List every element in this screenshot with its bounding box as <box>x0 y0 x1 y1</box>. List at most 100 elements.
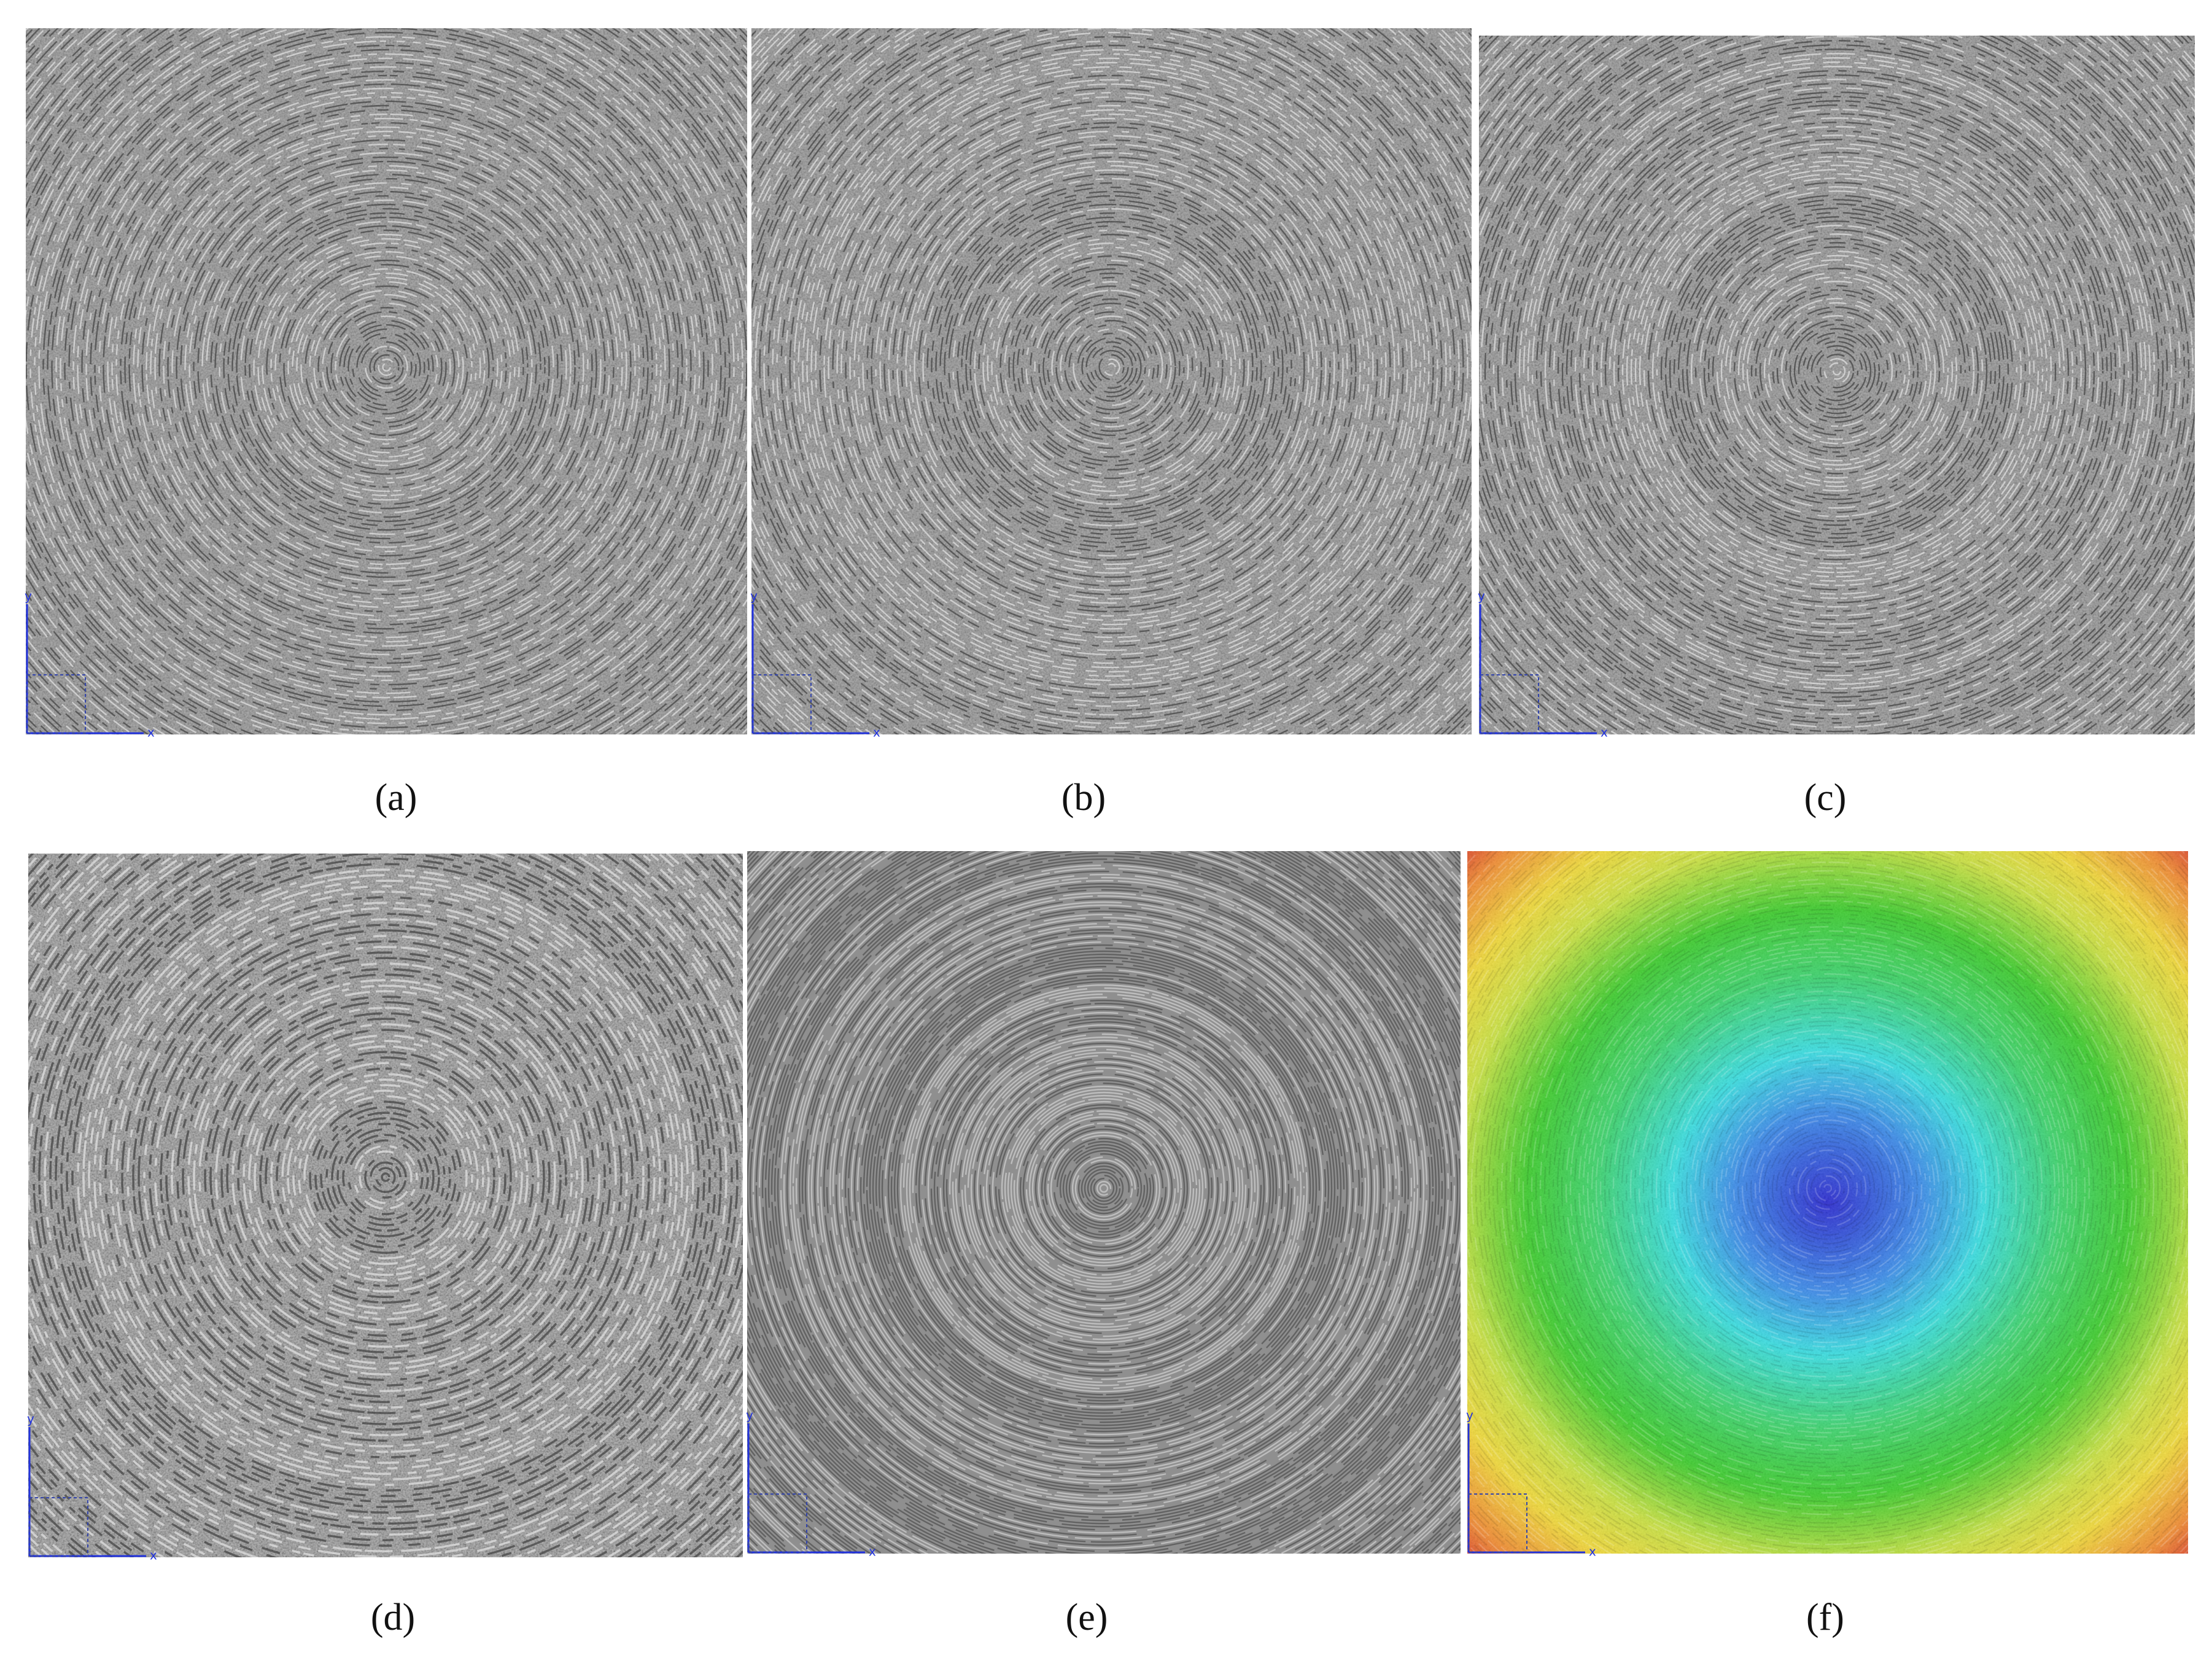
axis-box <box>29 1497 88 1557</box>
flow-streak <box>330 311 443 424</box>
flow-streak <box>121 913 650 1442</box>
flow-streak <box>1609 143 2065 599</box>
flow-streak <box>1801 1162 1854 1215</box>
flow-streak <box>292 272 481 462</box>
flow-streak <box>146 126 627 609</box>
flow-streak <box>987 242 1236 492</box>
lic-panel <box>1467 851 2188 1554</box>
flow-streak <box>1041 1125 1167 1251</box>
axis-x-label: x <box>1601 725 1608 740</box>
axis-y-label: y <box>1478 589 1485 604</box>
flow-streak <box>1711 1072 1944 1305</box>
lic-panel <box>751 28 1472 734</box>
flow-streak <box>1523 57 2151 685</box>
flow-streak <box>1716 251 1958 492</box>
flow-streak <box>1008 263 1215 471</box>
flow-streak <box>254 1045 518 1309</box>
flow-streak <box>259 1051 512 1304</box>
flow-streak <box>1098 354 1125 381</box>
flow-streak <box>1004 259 1219 475</box>
flow-streak <box>974 229 1249 505</box>
flow-streak <box>944 199 1279 535</box>
flow-streak <box>1608 968 2047 1408</box>
flow-streak <box>198 990 573 1364</box>
flow-streak <box>991 246 1232 488</box>
flow-streak <box>1596 130 2078 612</box>
flow-streak <box>970 1054 1238 1322</box>
flow-streak <box>1639 173 2035 569</box>
flow-streak <box>322 302 451 432</box>
flow-streak <box>826 910 1382 1466</box>
flow-streak <box>1655 1016 2000 1361</box>
axis-box <box>748 1493 807 1553</box>
flow-streak <box>961 1045 1247 1331</box>
flow-streak <box>1081 337 1142 398</box>
flow-streak <box>1010 1094 1198 1282</box>
flow-streak <box>1673 208 2001 535</box>
flow-streak <box>955 1039 1253 1337</box>
flow-streak <box>914 169 1310 566</box>
flow-streak <box>1505 40 2168 703</box>
flow-streak <box>182 973 589 1381</box>
flow-streak <box>193 984 578 1370</box>
flow-streak <box>1643 177 2031 565</box>
flow-streak <box>952 208 1271 527</box>
flow-streak <box>1514 49 2160 694</box>
flow-streak <box>881 965 1327 1411</box>
flow-streak <box>72 53 700 682</box>
flow-streak <box>1595 955 2060 1421</box>
flow-streak <box>1574 109 2100 634</box>
flow-streak <box>1042 298 1181 437</box>
flow-streak <box>1768 302 1906 440</box>
flow-streak <box>921 1005 1287 1371</box>
flow-streak <box>382 362 391 372</box>
flow-streak <box>1539 900 2116 1477</box>
axis-y-label: y <box>25 589 32 604</box>
flow-streak <box>143 935 628 1420</box>
axis-y-label: y <box>27 1412 34 1426</box>
flow-streak <box>82 874 689 1481</box>
flow-streak <box>988 1073 1219 1304</box>
flow-streak <box>1050 1134 1158 1242</box>
flow-streak <box>1828 362 1846 380</box>
flow-streak <box>879 134 1344 600</box>
flow-streak <box>1492 852 2163 1524</box>
flow-streak <box>1664 1024 1992 1352</box>
flow-streak <box>1586 947 2069 1430</box>
flow-streak <box>309 1100 462 1254</box>
flow-streak <box>1823 358 1850 384</box>
flow-streak <box>767 28 1456 712</box>
flow-streak <box>1548 908 2108 1468</box>
flow-streak <box>353 1145 418 1210</box>
flow-streak <box>352 332 421 402</box>
flow-streak <box>165 957 606 1398</box>
flow-streak <box>845 100 1378 634</box>
flow-streak <box>1604 139 2070 604</box>
flow-streak <box>1656 190 2018 552</box>
flow-streak <box>266 246 507 488</box>
flow-streak <box>149 940 623 1414</box>
flow-streak <box>38 854 733 1525</box>
flow-streak <box>1621 156 2052 586</box>
flow-streak <box>863 947 1345 1430</box>
flow-streak <box>819 74 1404 660</box>
flow-streak <box>287 268 486 467</box>
flow-streak <box>976 1061 1232 1316</box>
flow-streak <box>1612 973 2043 1404</box>
flow-streak <box>1004 1088 1204 1288</box>
flow-streak <box>1742 276 1932 466</box>
flow-streak <box>992 1076 1216 1301</box>
flow-streak <box>240 220 533 514</box>
flow-streak <box>776 31 1447 703</box>
flow-streak <box>806 61 1417 673</box>
flow-streak <box>1587 122 2087 621</box>
flow-streak <box>795 879 1413 1497</box>
flow-streak <box>892 147 1331 587</box>
flow-streak <box>909 165 1314 570</box>
flow-streak <box>926 182 1297 553</box>
flow-streak <box>1497 36 2177 711</box>
flow-streak <box>749 851 1459 1543</box>
flow-streak <box>243 1034 529 1320</box>
flow-streak <box>339 319 434 415</box>
flow-streak <box>1617 152 2057 591</box>
